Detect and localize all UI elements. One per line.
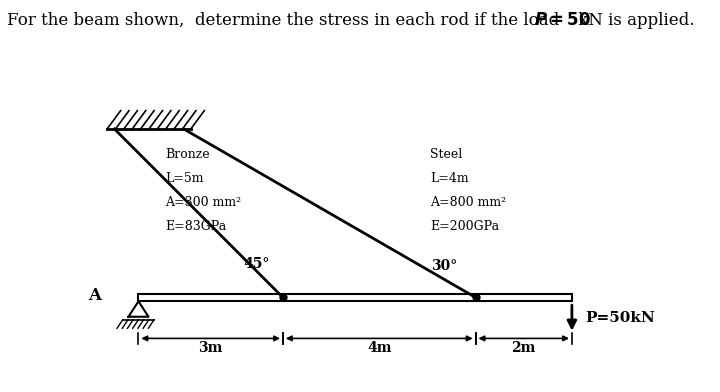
Text: L=5m: L=5m	[165, 172, 204, 185]
Text: Bronze: Bronze	[165, 148, 210, 161]
Text: L=4m: L=4m	[430, 172, 469, 185]
Text: Steel: Steel	[430, 148, 462, 161]
Text: 3m: 3m	[199, 341, 223, 355]
Text: 45°: 45°	[243, 257, 270, 271]
Text: A=800 mm²: A=800 mm²	[430, 196, 506, 209]
Text: 30°: 30°	[431, 260, 457, 273]
Text: A=300 mm²: A=300 mm²	[165, 196, 241, 209]
Text: kN is applied.: kN is applied.	[573, 12, 695, 29]
Text: For the beam shown,  determine the stress in each rod if the load: For the beam shown, determine the stress…	[7, 12, 564, 29]
FancyBboxPatch shape	[138, 294, 572, 301]
Text: E=83GPa: E=83GPa	[165, 220, 226, 233]
Text: $\boldsymbol{P}$$\boldsymbol{=}$$\mathbf{50}$: $\boldsymbol{P}$$\boldsymbol{=}$$\mathbf…	[534, 12, 591, 29]
Text: 4m: 4m	[367, 341, 392, 355]
Polygon shape	[128, 301, 148, 317]
Text: P=50kN: P=50kN	[585, 311, 655, 325]
Text: 2m: 2m	[511, 341, 536, 355]
Text: A: A	[89, 287, 102, 303]
Text: E=200GPa: E=200GPa	[430, 220, 499, 233]
